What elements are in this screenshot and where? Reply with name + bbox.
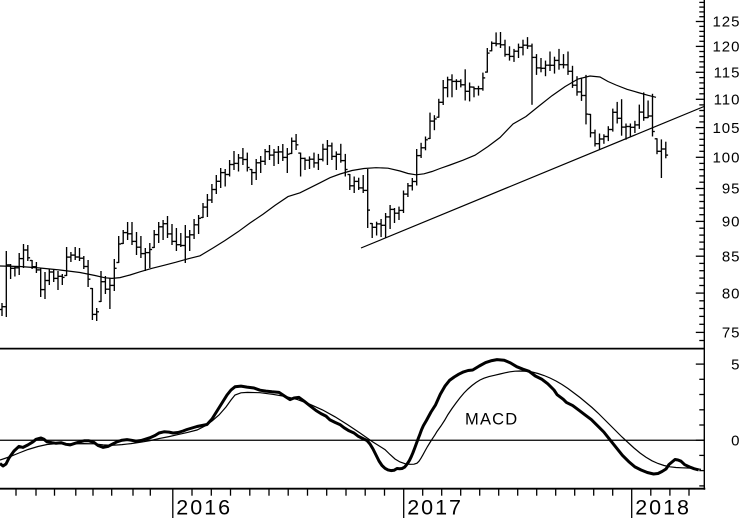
- svg-text:95: 95: [722, 181, 741, 198]
- svg-text:5: 5: [731, 356, 740, 373]
- svg-text:0: 0: [731, 432, 740, 449]
- svg-text:115: 115: [714, 65, 741, 82]
- svg-text:2017: 2017: [407, 496, 463, 519]
- svg-text:80: 80: [722, 285, 741, 302]
- svg-text:90: 90: [722, 214, 741, 231]
- svg-text:MACD: MACD: [465, 411, 518, 429]
- svg-text:105: 105: [712, 120, 740, 137]
- svg-text:2016: 2016: [176, 496, 232, 519]
- svg-text:100: 100: [712, 150, 740, 167]
- svg-text:120: 120: [712, 39, 740, 56]
- svg-text:110: 110: [714, 92, 741, 109]
- svg-text:75: 75: [722, 325, 741, 342]
- svg-text:85: 85: [722, 248, 741, 265]
- svg-text:2018: 2018: [635, 496, 691, 519]
- svg-text:125: 125: [712, 14, 740, 31]
